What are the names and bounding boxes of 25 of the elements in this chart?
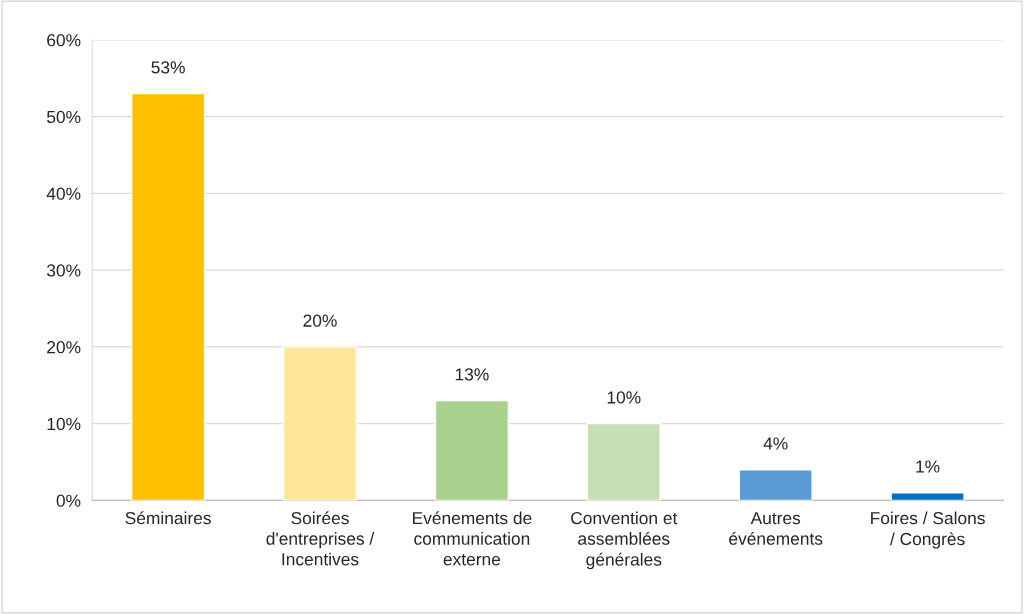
- x-tick-label: Evénements de communication externe: [413, 511, 532, 566]
- data-label: 13%: [455, 368, 489, 381]
- bar: [738, 469, 813, 501]
- bar: [434, 399, 510, 501]
- x-tick-label: Convention et assemblées générales: [571, 511, 678, 570]
- data-label: 20%: [303, 314, 337, 327]
- y-tick-label: 60%: [47, 34, 81, 47]
- bar: [890, 492, 965, 501]
- data-label: 4%: [763, 437, 788, 450]
- bar: [282, 346, 358, 501]
- bar: [130, 92, 206, 501]
- y-tick-label: 50%: [47, 110, 81, 124]
- x-tick-label: Soirées d'entreprises / Incentives: [266, 511, 375, 566]
- y-tick-label: 30%: [46, 264, 81, 277]
- x-tick-label: Séminaires: [125, 511, 211, 525]
- x-tick-label: Foires / Salons / Congrès: [871, 511, 985, 549]
- bar: [586, 422, 661, 501]
- y-tick-label: 0%: [56, 494, 81, 507]
- y-tick-label: 10%: [47, 417, 81, 431]
- data-label: 10%: [607, 391, 641, 404]
- x-tick-label: Autres événements: [729, 512, 823, 545]
- data-label: 53%: [151, 61, 185, 74]
- y-tick-label: 20%: [47, 341, 81, 354]
- data-label: 1%: [916, 460, 940, 473]
- y-tick-label: 40%: [46, 187, 81, 200]
